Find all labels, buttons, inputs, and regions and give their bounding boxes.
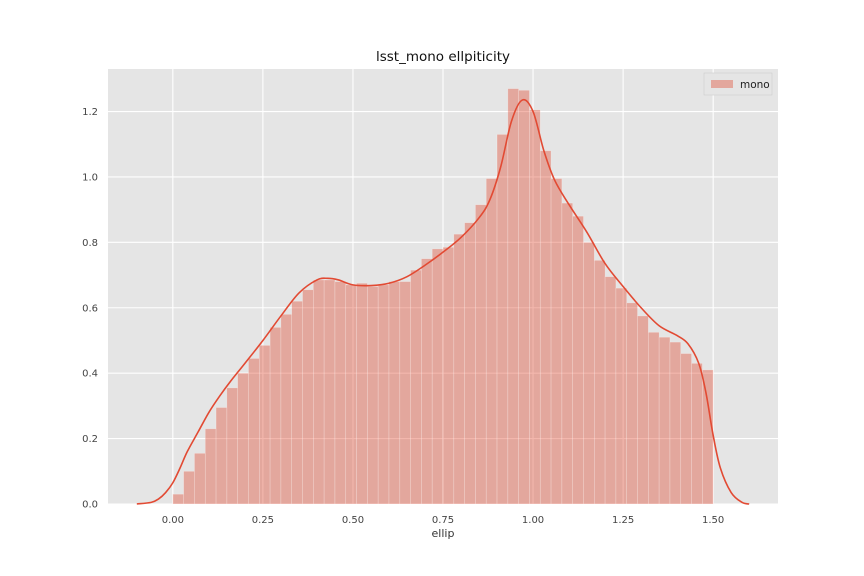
- histogram-bar: [431, 248, 444, 505]
- histogram-bar: [248, 358, 260, 505]
- histogram-bar: [410, 269, 422, 505]
- x-tick-label: 0.75: [432, 515, 454, 526]
- histogram-bar: [518, 89, 530, 505]
- histogram-bar: [367, 286, 379, 505]
- histogram-bar: [572, 215, 584, 505]
- y-tick-label: 1.0: [82, 172, 98, 183]
- histogram-bar: [280, 314, 293, 505]
- histogram-bar: [507, 88, 519, 505]
- y-tick-labels: 0.0 0.2 0.4 0.6 0.8 1.0 1.2: [82, 107, 98, 510]
- histogram-bar: [550, 178, 563, 505]
- y-tick-label: 0.0: [82, 500, 98, 511]
- histogram-bar: [442, 246, 455, 505]
- histogram-bar: [323, 279, 336, 505]
- histogram-bar: [626, 302, 638, 505]
- histogram-bar: [539, 150, 552, 505]
- histogram-bar: [356, 282, 368, 505]
- y-tick-label: 0.4: [82, 369, 98, 380]
- histogram-bar: [615, 287, 628, 505]
- histogram-bar: [648, 331, 660, 505]
- histogram-bar: [453, 233, 465, 505]
- histogram-bar: [258, 345, 271, 505]
- histogram-bar: [194, 453, 206, 505]
- y-tick-label: 0.6: [82, 303, 98, 314]
- histogram-bar: [237, 372, 249, 505]
- histogram-bar: [334, 281, 347, 505]
- histogram-bar: [604, 276, 617, 505]
- kde-curve: [136, 98, 750, 505]
- histogram-bar: [593, 260, 606, 505]
- histogram-bar: [529, 109, 541, 505]
- legend: mono: [703, 72, 773, 96]
- legend-box: [703, 72, 773, 96]
- histogram-bar: [204, 428, 217, 505]
- histogram-bar: [691, 363, 703, 505]
- histogram-bar: [313, 279, 325, 505]
- histogram-bar: [475, 204, 487, 505]
- histogram-bar: [399, 281, 411, 505]
- histogram-bar: [291, 300, 303, 505]
- histogram-bar: [421, 258, 433, 505]
- y-tick-label: 0.2: [82, 434, 98, 445]
- y-tick-label: 0.8: [82, 238, 98, 249]
- x-tick-label: 1.50: [702, 515, 724, 526]
- legend-swatch: [711, 80, 733, 88]
- histogram-bar: [561, 202, 573, 505]
- histogram-bar: [464, 222, 476, 505]
- histogram-bar: [496, 134, 509, 505]
- histogram-bar: [172, 493, 184, 505]
- histogram-bar: [583, 242, 595, 505]
- histogram-bar: [226, 387, 238, 505]
- x-tick-label: 1.00: [522, 515, 544, 526]
- y-tick-label: 1.2: [82, 107, 98, 118]
- histogram-bar: [680, 353, 692, 505]
- chart-title: lsst_mono ellpiticity: [376, 49, 510, 65]
- histogram-bar: [345, 284, 357, 505]
- legend-label-mono: mono: [740, 79, 770, 91]
- histogram-bar: [377, 284, 390, 505]
- histogram-bar: [269, 327, 282, 505]
- histogram-bar: [302, 289, 314, 505]
- x-tick-labels: 0.00 0.25 0.50 0.75 1.00 1.25 1.50: [162, 515, 725, 526]
- x-tick-label: 0.00: [162, 515, 184, 526]
- x-tick-label: 0.25: [252, 515, 274, 526]
- histogram-bar: [702, 369, 714, 505]
- histogram-bar: [669, 341, 682, 505]
- x-axis-label: ellip: [432, 527, 455, 540]
- histogram-bar: [637, 315, 649, 505]
- x-tick-label: 1.25: [612, 515, 634, 526]
- histogram-bar: [485, 178, 498, 505]
- histogram-bar: [183, 470, 195, 505]
- histogram-bar: [388, 281, 401, 505]
- histogram-bars: [172, 88, 714, 505]
- histogram-bar: [658, 336, 671, 505]
- kde-line: [136, 98, 750, 505]
- x-tick-label: 0.50: [342, 515, 364, 526]
- histogram-bar: [215, 407, 228, 505]
- grid-lines: [108, 69, 778, 505]
